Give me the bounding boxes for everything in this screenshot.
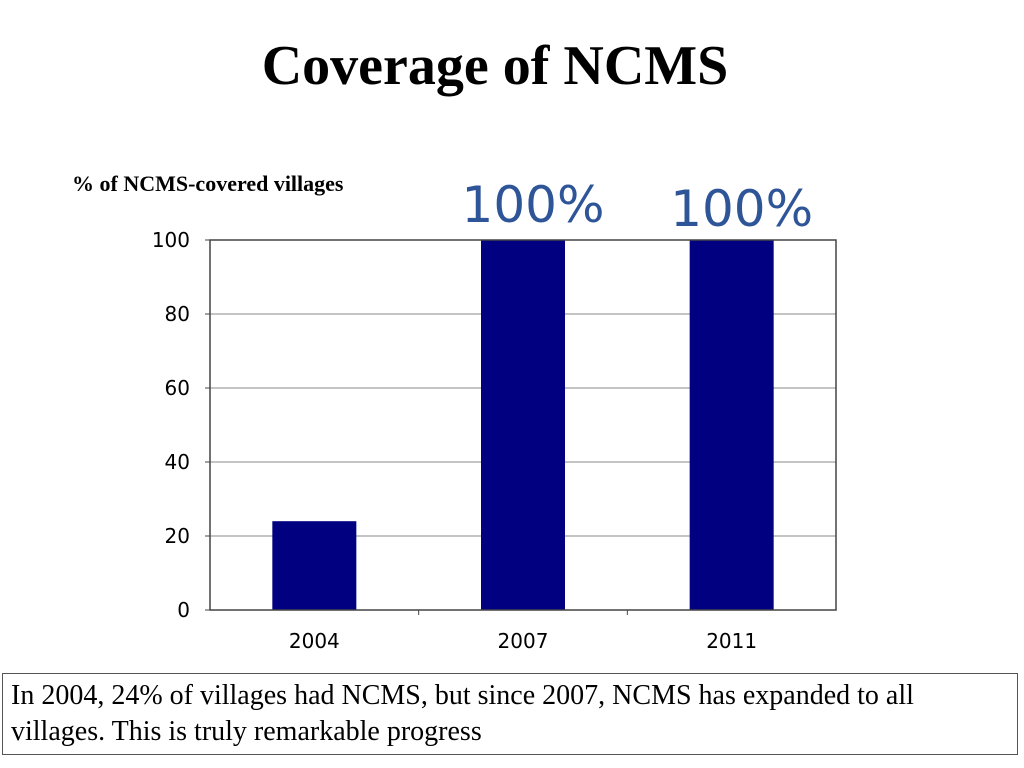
x-tick-label: 2007 xyxy=(498,629,549,653)
plot-frame xyxy=(209,239,837,611)
bar-2011 xyxy=(689,240,774,610)
y-tick-label: 0 xyxy=(177,598,190,622)
y-tick-label: 80 xyxy=(165,302,190,326)
bar-callout-2007: 100% xyxy=(462,176,605,234)
slide-title: Coverage of NCMS xyxy=(261,35,729,97)
y-tick-label: 60 xyxy=(165,376,190,400)
y-tick-label: 20 xyxy=(165,524,190,548)
bar-callout-2011: 100% xyxy=(670,180,813,238)
y-tick-label: 100 xyxy=(152,228,190,252)
bar-2004 xyxy=(272,521,357,610)
y-tick-label: 40 xyxy=(165,450,190,474)
x-tick-label: 2004 xyxy=(289,629,340,653)
bar-chart: 0 20 40 60 80 100 2004 2007 2011 100% 100% xyxy=(152,176,837,653)
bar-2007 xyxy=(481,240,565,610)
chart-y-axis-label: % of NCMS-covered villages xyxy=(72,171,344,196)
x-tick-label: 2011 xyxy=(706,629,757,653)
caption-box: In 2004, 24% of villages had NCMS, but s… xyxy=(2,673,1018,755)
